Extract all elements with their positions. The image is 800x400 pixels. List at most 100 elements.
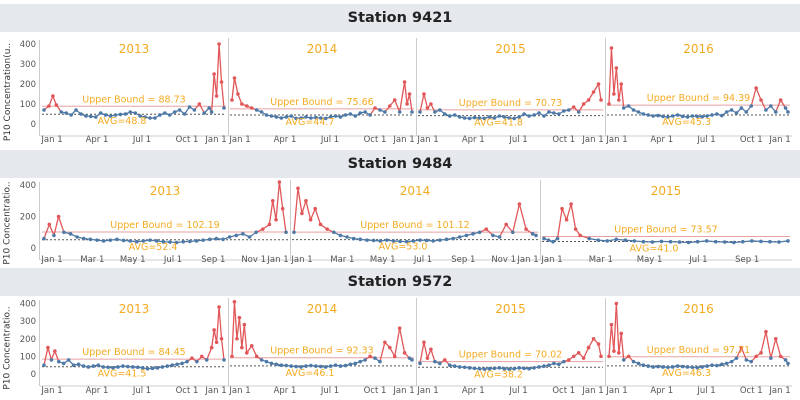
data-point bbox=[783, 358, 788, 362]
upper-bound-label: Upper Bound = 94.39 bbox=[647, 93, 750, 104]
data-point bbox=[670, 365, 675, 369]
data-point bbox=[212, 328, 216, 332]
data-point bbox=[392, 354, 397, 359]
y-tick-label: 300 bbox=[20, 317, 36, 327]
data-point bbox=[555, 236, 560, 241]
data-point bbox=[358, 359, 363, 364]
data-point bbox=[457, 235, 462, 239]
data-point bbox=[296, 186, 300, 191]
data-point bbox=[153, 116, 157, 120]
series-segment bbox=[561, 208, 568, 220]
data-point bbox=[429, 347, 433, 352]
data-point bbox=[744, 110, 749, 114]
data-point bbox=[232, 299, 237, 304]
year-label: 2014 bbox=[400, 184, 431, 198]
series-segment bbox=[275, 181, 281, 220]
year-label: 2015 bbox=[495, 302, 526, 316]
series-segment bbox=[394, 99, 401, 113]
avg-label: AVG=38.2 bbox=[474, 369, 523, 380]
data-point bbox=[84, 114, 88, 118]
data-point bbox=[621, 358, 626, 362]
data-point bbox=[537, 111, 541, 115]
series-segment bbox=[512, 203, 521, 233]
data-point bbox=[141, 239, 146, 243]
data-point bbox=[507, 367, 512, 371]
data-point bbox=[300, 211, 304, 216]
data-point bbox=[438, 238, 442, 242]
data-point bbox=[759, 239, 763, 244]
data-point bbox=[181, 239, 186, 244]
data-point bbox=[207, 237, 212, 242]
data-point bbox=[542, 114, 546, 118]
x-tick-label: Mar 1 bbox=[330, 255, 354, 265]
data-point bbox=[148, 116, 152, 120]
data-point bbox=[591, 336, 596, 341]
data-point bbox=[410, 358, 414, 362]
series-segment bbox=[215, 43, 220, 97]
data-point bbox=[482, 116, 487, 121]
series-segment bbox=[379, 342, 386, 362]
data-point bbox=[605, 239, 610, 243]
data-point bbox=[429, 102, 433, 106]
data-point bbox=[111, 366, 115, 370]
data-point bbox=[236, 92, 240, 96]
x-tick-label: Nov 1 bbox=[491, 255, 516, 265]
data-point bbox=[167, 113, 172, 117]
data-point bbox=[769, 104, 773, 108]
data-point bbox=[552, 111, 556, 115]
data-point bbox=[542, 236, 546, 241]
series-segment bbox=[770, 338, 777, 359]
data-point bbox=[391, 239, 396, 243]
data-point bbox=[284, 363, 289, 368]
year-label: 2014 bbox=[307, 302, 338, 316]
data-point bbox=[53, 349, 57, 353]
avg-label: AVG=41.0 bbox=[630, 244, 679, 255]
data-point bbox=[192, 108, 197, 112]
data-point bbox=[700, 115, 704, 119]
data-point bbox=[444, 237, 449, 242]
data-point bbox=[425, 356, 430, 360]
series-segment bbox=[282, 208, 287, 233]
series-segment bbox=[615, 303, 620, 353]
data-point bbox=[378, 239, 382, 243]
series-segment bbox=[399, 81, 406, 113]
data-point bbox=[614, 66, 619, 70]
series-segment bbox=[608, 324, 613, 357]
data-point bbox=[670, 114, 675, 118]
data-point bbox=[197, 102, 202, 106]
station-9421-header: Station 9421 bbox=[0, 4, 800, 32]
data-point bbox=[331, 230, 336, 235]
data-point bbox=[764, 108, 768, 112]
data-point bbox=[106, 365, 110, 370]
data-point bbox=[155, 366, 160, 370]
data-point bbox=[292, 230, 296, 235]
data-point bbox=[646, 364, 651, 368]
data-point bbox=[471, 232, 475, 236]
data-point bbox=[497, 366, 502, 370]
data-point bbox=[195, 359, 199, 364]
series-segment bbox=[43, 224, 50, 239]
data-point bbox=[358, 111, 363, 115]
data-point bbox=[42, 363, 46, 367]
data-point bbox=[174, 240, 179, 245]
data-point bbox=[571, 105, 576, 109]
series-segment bbox=[243, 324, 248, 353]
data-point bbox=[365, 238, 369, 242]
series-segment bbox=[57, 216, 65, 233]
data-point bbox=[484, 227, 489, 231]
x-tick-label: Jan 1 bbox=[40, 255, 62, 265]
data-point bbox=[108, 238, 113, 242]
data-point bbox=[754, 354, 758, 359]
series-segment bbox=[750, 87, 757, 107]
data-point bbox=[323, 365, 328, 369]
data-point bbox=[510, 230, 515, 235]
data-point bbox=[299, 116, 303, 120]
data-point bbox=[607, 102, 611, 106]
data-point bbox=[773, 336, 778, 341]
data-point bbox=[185, 359, 189, 364]
x-tick-label: Nov 1 bbox=[241, 255, 266, 265]
data-point bbox=[52, 233, 56, 238]
data-point bbox=[328, 364, 333, 368]
data-point bbox=[668, 239, 673, 244]
data-point bbox=[685, 365, 690, 369]
